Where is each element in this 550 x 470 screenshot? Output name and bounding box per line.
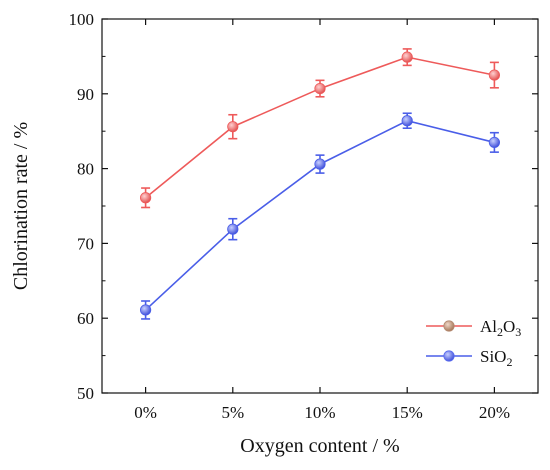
y-tick-label: 70 <box>77 234 94 253</box>
x-axis-title: Oxygen content / % <box>240 435 399 457</box>
series-1 <box>140 112 500 320</box>
series-line <box>145 56 495 199</box>
plot-frame <box>101 18 539 394</box>
data-point <box>227 121 239 133</box>
data-point <box>227 223 239 235</box>
legend-marker <box>443 350 455 362</box>
y-tick-label: 60 <box>77 309 94 328</box>
legend-text-part: O <box>503 317 515 336</box>
x-tick-labels: 0% 5% 10% 15% 20% <box>134 403 510 422</box>
x-tick-label: 0% <box>134 403 157 422</box>
data-point <box>314 158 326 170</box>
y-axis-title: Chlorination rate / % <box>10 122 32 290</box>
series-line <box>145 119 495 311</box>
legend-text-part: Al <box>480 317 497 336</box>
x-tick-label: 15% <box>392 403 423 422</box>
series-0 <box>140 48 500 209</box>
data-point <box>140 192 152 204</box>
y-tick-label: 90 <box>77 85 94 104</box>
data-point <box>140 304 152 316</box>
y-tick-label: 50 <box>77 384 94 403</box>
legend-text-part: SiO <box>480 347 506 366</box>
axis-ticks <box>102 18 538 394</box>
data-point <box>401 51 413 63</box>
data-point <box>401 115 413 127</box>
legend-subscript: 2 <box>506 355 512 369</box>
legend-marker <box>443 320 455 332</box>
data-point <box>488 69 500 81</box>
legend-label: Al2O3 <box>480 317 521 339</box>
data-point <box>488 136 500 149</box>
legend-subscript: 2 <box>497 325 503 339</box>
legend-entry: SiO2 <box>426 347 512 369</box>
y-tick-label: 100 <box>69 10 95 29</box>
x-tick-label: 20% <box>479 403 510 422</box>
data-point <box>314 82 326 95</box>
legend-label: SiO2 <box>480 347 512 369</box>
legend-subscript: 3 <box>515 325 521 339</box>
x-tick-label: 5% <box>221 403 244 422</box>
y-tick-labels: 50 60 70 80 90 100 <box>69 10 95 403</box>
legend-entry: Al2O3 <box>426 317 521 339</box>
plot-series <box>140 48 500 320</box>
y-tick-label: 80 <box>77 160 94 179</box>
x-tick-label: 10% <box>304 403 335 422</box>
